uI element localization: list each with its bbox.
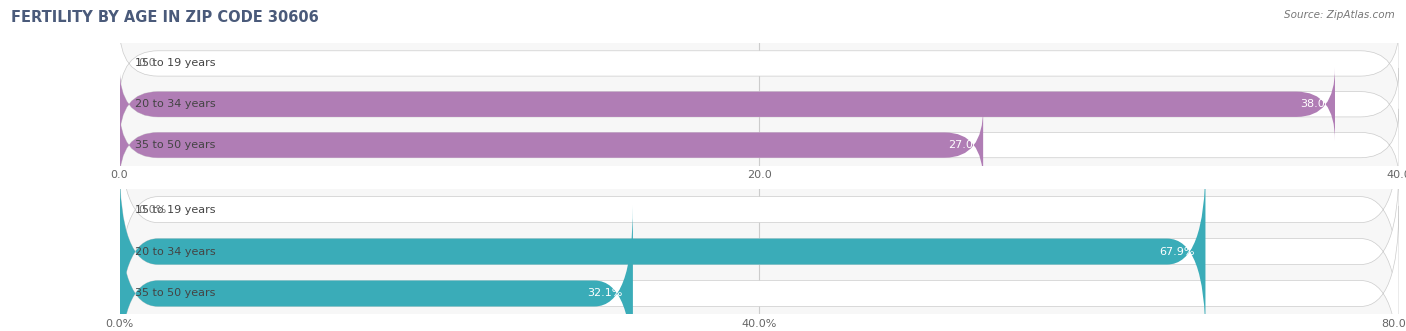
FancyBboxPatch shape bbox=[120, 109, 1399, 181]
Text: Source: ZipAtlas.com: Source: ZipAtlas.com bbox=[1284, 10, 1395, 20]
Text: 27.0: 27.0 bbox=[948, 140, 973, 150]
FancyBboxPatch shape bbox=[120, 68, 1399, 141]
Text: FERTILITY BY AGE IN ZIP CODE 30606: FERTILITY BY AGE IN ZIP CODE 30606 bbox=[11, 10, 319, 25]
FancyBboxPatch shape bbox=[120, 164, 1399, 331]
Text: 20 to 34 years: 20 to 34 years bbox=[135, 99, 215, 109]
Text: 15 to 19 years: 15 to 19 years bbox=[135, 205, 215, 214]
Text: 32.1%: 32.1% bbox=[588, 289, 623, 299]
FancyBboxPatch shape bbox=[120, 206, 1399, 331]
Text: 0.0: 0.0 bbox=[139, 59, 156, 69]
Text: 38.0: 38.0 bbox=[1301, 99, 1324, 109]
FancyBboxPatch shape bbox=[120, 164, 1205, 331]
Text: 20 to 34 years: 20 to 34 years bbox=[135, 247, 215, 257]
Text: 0.0%: 0.0% bbox=[139, 205, 167, 214]
FancyBboxPatch shape bbox=[120, 122, 1399, 297]
Text: 15 to 19 years: 15 to 19 years bbox=[135, 59, 215, 69]
Text: 67.9%: 67.9% bbox=[1160, 247, 1195, 257]
FancyBboxPatch shape bbox=[120, 68, 1336, 141]
Text: 35 to 50 years: 35 to 50 years bbox=[135, 289, 215, 299]
FancyBboxPatch shape bbox=[120, 206, 633, 331]
FancyBboxPatch shape bbox=[120, 27, 1399, 100]
FancyBboxPatch shape bbox=[120, 109, 983, 181]
Text: 35 to 50 years: 35 to 50 years bbox=[135, 140, 215, 150]
